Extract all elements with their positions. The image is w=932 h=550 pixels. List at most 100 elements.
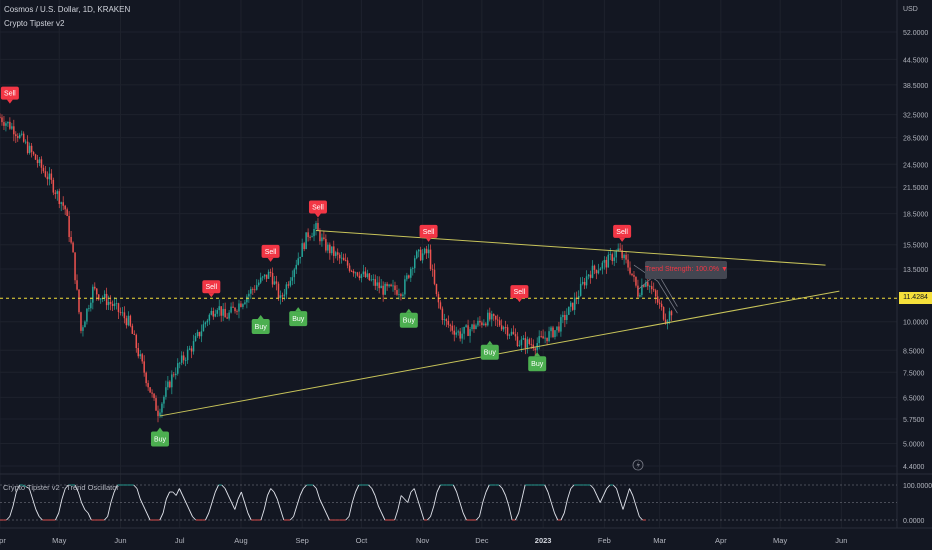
candle-body [24, 141, 27, 143]
candle-body [366, 273, 369, 278]
candle-body [570, 302, 572, 307]
osc-segment [113, 484, 118, 493]
candle-body [625, 254, 627, 260]
candle-body [538, 336, 540, 344]
candle-body [508, 334, 511, 336]
candle-body [90, 302, 92, 309]
candle-body [457, 331, 459, 333]
osc-segment [368, 484, 373, 489]
candle-body [491, 314, 493, 320]
candle-body [556, 326, 558, 331]
candle-body [599, 268, 602, 271]
candle-body [76, 280, 78, 290]
candle-body [52, 179, 55, 193]
candle-body [147, 383, 149, 388]
candle-body [157, 410, 159, 417]
candle-body [167, 381, 169, 388]
candle-body [564, 314, 566, 321]
candle-body [188, 348, 191, 350]
candle-body [352, 271, 355, 274]
candle-body [485, 323, 487, 326]
candle-body [232, 306, 234, 308]
candle-body [107, 301, 110, 306]
candle-body [1, 117, 3, 123]
candle-body [5, 123, 7, 126]
candle-body [524, 338, 527, 348]
candle-body [62, 202, 64, 206]
candle-body [346, 260, 349, 266]
sell-signal: Sell [510, 285, 529, 303]
candle-body [412, 268, 414, 269]
candle-body [74, 252, 76, 281]
candle-body [613, 257, 615, 261]
buy-label-pointer [486, 340, 493, 345]
candle-body [329, 244, 331, 254]
candle-body [111, 303, 114, 307]
candle-body [180, 355, 183, 363]
osc-segment [146, 512, 151, 521]
osc-segment [606, 484, 611, 489]
candle-body [317, 223, 319, 231]
lower-trendline [159, 290, 840, 417]
sell-label-box [308, 200, 327, 214]
candle-body [449, 324, 452, 326]
candle-body [56, 191, 59, 194]
candle-body [82, 327, 84, 331]
candle-body [86, 308, 88, 322]
candle-body [461, 333, 463, 339]
candle-body [619, 248, 621, 251]
osc-segment [296, 495, 301, 507]
candle-body [441, 308, 444, 321]
candle-body [94, 286, 96, 289]
price-axis: 52.0000 44.5000 38.5000 32.5000 28.5000 24.50… [903, 6, 928, 471]
candle-body [169, 381, 171, 388]
osc-segment [433, 491, 438, 507]
osc-segment [550, 502, 555, 514]
candle-body [307, 232, 309, 238]
candle-body [283, 294, 286, 297]
candle-body [433, 269, 436, 284]
osc-segment [456, 491, 461, 503]
candle-body [222, 308, 224, 316]
osc-segment [371, 488, 376, 496]
candle-body [336, 252, 339, 255]
candle-body [139, 354, 141, 357]
candle-body [218, 306, 220, 311]
sell-label-box [613, 224, 632, 238]
candle-body [99, 298, 102, 300]
osc-segment [400, 495, 405, 500]
time-tick-label: Jul [175, 536, 185, 545]
candle-body [161, 403, 163, 413]
candle-body [17, 136, 19, 138]
osc-segment [485, 484, 490, 493]
candle-body [206, 320, 209, 323]
candle-body [439, 302, 442, 309]
candle-body [544, 337, 546, 339]
candle-body [30, 145, 33, 153]
osc-segment [270, 488, 275, 493]
candle-body [261, 276, 264, 278]
candle-body [649, 286, 651, 287]
osc-segment [214, 484, 219, 493]
osc-segment [299, 488, 304, 496]
candle-body [414, 258, 416, 269]
price-tick-label: 10.0000 [903, 320, 928, 327]
currency-label: USD [903, 6, 918, 13]
candle-body [335, 252, 337, 256]
candle-body [0, 117, 1, 119]
candle-body [376, 282, 378, 286]
candle-body [9, 121, 11, 129]
price-tick-label: 6.5000 [903, 395, 925, 402]
candle-body [651, 286, 653, 290]
osc-segment [315, 488, 321, 500]
candle-body [315, 223, 317, 230]
osc-segment [394, 509, 399, 521]
candle-body [60, 202, 62, 204]
candle-body [279, 295, 282, 299]
sell-label-box [261, 244, 280, 258]
candle-body [581, 281, 584, 284]
osc-segment [260, 509, 265, 521]
osc-segment [563, 498, 568, 514]
osc-segment [162, 498, 167, 514]
